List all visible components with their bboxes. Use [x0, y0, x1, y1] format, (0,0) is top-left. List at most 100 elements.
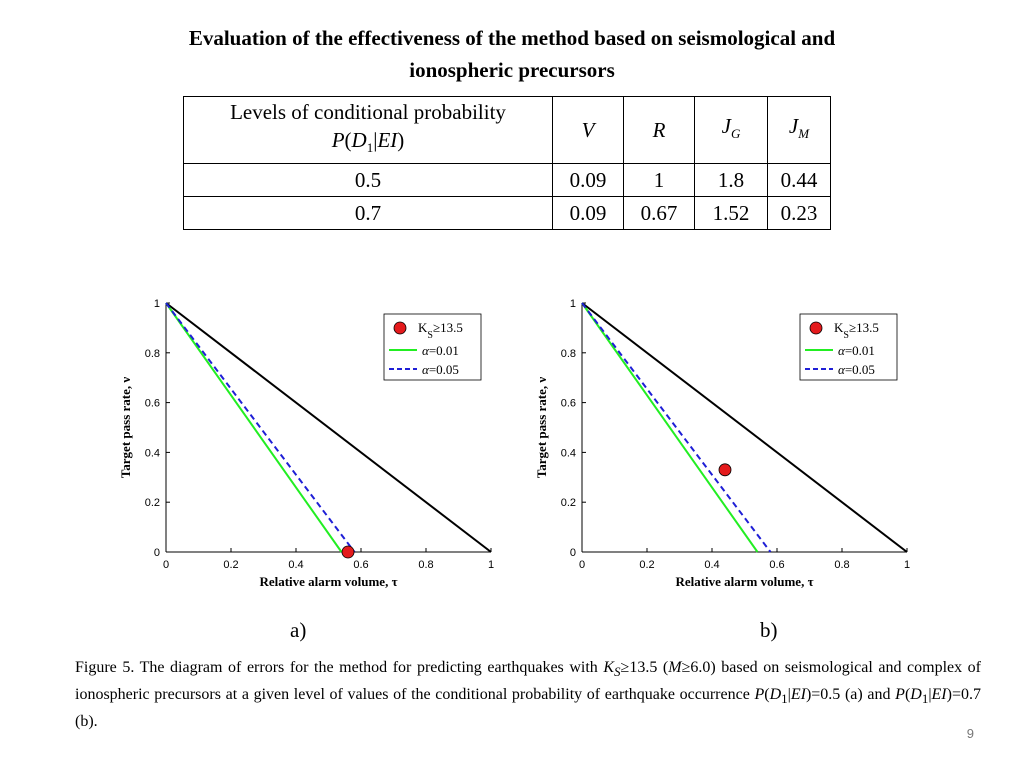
- x-axis-label: Relative alarm volume, τ: [259, 574, 397, 589]
- panel-label-a: a): [290, 618, 307, 642]
- caption-d2-sub: 1: [921, 691, 929, 707]
- header-levels: Levels of conditional probability P(D1|E…: [183, 96, 553, 164]
- diagonal-line: [165, 302, 492, 553]
- header-levels-line2: P(D1|EI): [331, 127, 405, 156]
- cell-jm: 0.23: [767, 196, 831, 230]
- caption-bar2: |: [928, 686, 932, 704]
- legend-marker-point: [393, 321, 407, 335]
- x-tick-label: 0: [579, 559, 585, 571]
- header-jm-sub: M: [798, 126, 810, 142]
- caption-ei1: EI: [790, 686, 806, 704]
- x-tick-label: 1: [904, 559, 910, 571]
- caption-paren1: (: [764, 686, 770, 704]
- series-line-1: [581, 302, 759, 553]
- diagonal-line: [581, 302, 908, 553]
- x-tick-label: 0: [163, 559, 169, 571]
- legend-label-point: KS≥13.5: [834, 320, 879, 341]
- caption-k-sub: S: [614, 664, 621, 680]
- legend-label-point: KS≥13.5: [418, 320, 463, 341]
- caption-d1: D: [769, 686, 782, 704]
- cell-level: 0.7: [183, 196, 553, 230]
- probability-table: Levels of conditional probability P(D1|E…: [183, 96, 831, 230]
- legend-label-1: α=0.01: [422, 343, 459, 358]
- x-tick-label: 0.4: [704, 559, 719, 571]
- header-v: V: [552, 96, 624, 164]
- cell-r: 0.67: [623, 196, 695, 230]
- slide-title: Evaluation of the effectiveness of the m…: [0, 22, 1024, 86]
- y-tick-label: 0.4: [145, 447, 160, 459]
- cell-v: 0.09: [552, 163, 624, 197]
- x-axis-label: Relative alarm volume, τ: [675, 574, 813, 589]
- caption-k: K: [603, 659, 615, 676]
- y-axis-label: Target pass rate, ν: [534, 377, 549, 479]
- header-jm: JM: [767, 96, 831, 164]
- cell-jg: 1.8: [694, 163, 768, 197]
- cell-jg: 1.52: [694, 196, 768, 230]
- figure-caption: Figure 5. The diagram of errors for the …: [75, 656, 981, 733]
- y-tick-label: 0.8: [561, 348, 576, 360]
- y-tick-label: 1: [154, 298, 160, 310]
- caption-bar1: |: [787, 686, 791, 704]
- caption-part1: Figure 5. The diagram of errors for the …: [75, 659, 604, 676]
- header-levels-line1: Levels of conditional probability: [230, 99, 506, 124]
- header-jg-main: J: [721, 113, 731, 138]
- y-tick-label: 0.2: [145, 497, 160, 509]
- table-row: 0.5 0.09 1 1.8 0.44: [183, 163, 831, 197]
- header-ei: EI: [377, 127, 398, 152]
- caption-part5: )=0.7 (b).: [75, 686, 981, 731]
- caption-paren2: (: [904, 686, 911, 704]
- header-jm-main: J: [788, 113, 799, 138]
- header-r: R: [623, 96, 695, 164]
- x-tick-label: 0.6: [353, 559, 368, 571]
- slide-title-line-2: ionospheric precursors: [409, 58, 615, 82]
- data-point: [341, 545, 355, 559]
- legend-label-2: α=0.05: [422, 362, 459, 377]
- chart-b: 0 0.2 0.4 0.6 0.8 1 0 0.2 0.4 0.6 0.8 1 Relative ala…: [534, 298, 910, 589]
- x-tick-label: 1: [488, 559, 494, 571]
- table-header-row: Levels of conditional probability P(D1|E…: [183, 96, 831, 164]
- y-axis-label: Target pass rate, ν: [118, 377, 133, 479]
- legend-marker-point: [809, 321, 823, 335]
- slide-title-line-1: Evaluation of the effectiveness of the m…: [188, 26, 836, 50]
- y-tick-label: 0.8: [145, 348, 160, 360]
- header-d-sub: 1: [366, 140, 374, 156]
- page-number: 9: [966, 726, 974, 741]
- x-tick-label: 0.6: [769, 559, 784, 571]
- y-tick-label: 0.6: [145, 398, 160, 410]
- caption-p2: P: [895, 686, 905, 704]
- y-tick-label: 0.2: [561, 497, 576, 509]
- x-tick-label: 0.2: [223, 559, 238, 571]
- caption-part2: ≥13.5 (: [620, 659, 669, 676]
- header-jg-sub: G: [730, 126, 741, 142]
- caption-p1: P: [754, 686, 765, 704]
- header-d: D: [351, 127, 367, 152]
- cell-r: 1: [623, 163, 695, 197]
- chart-a: 0 0.2 0.4 0.6 0.8 1 0 0.2 0.4 0.6 0.8 1 Relative ala…: [118, 298, 494, 589]
- x-tick-label: 0.4: [288, 559, 303, 571]
- cell-v: 0.09: [552, 196, 624, 230]
- legend-label-2: α=0.05: [838, 362, 875, 377]
- caption-part3: ≥6.0) based on seismological and complex…: [75, 659, 982, 704]
- x-tick-label: 0.8: [418, 559, 433, 571]
- x-tick-label: 0.8: [834, 559, 849, 571]
- series-line-2: [581, 302, 772, 553]
- x-tick-label: 0.2: [639, 559, 654, 571]
- caption-m: M: [668, 659, 682, 676]
- panel-label-b: b): [760, 618, 778, 642]
- table-row: 0.7 0.09 0.67 1.52 0.23: [183, 196, 831, 230]
- series-line-1: [165, 302, 343, 553]
- cell-level: 0.5: [183, 163, 553, 197]
- y-tick-label: 0: [570, 547, 576, 559]
- y-tick-label: 1: [570, 298, 576, 310]
- header-jg: JG: [694, 96, 768, 164]
- caption-part4: )=0.5 (a) and: [805, 686, 896, 704]
- legend-label-1: α=0.01: [838, 343, 875, 358]
- data-point: [718, 463, 732, 477]
- caption-d2: D: [910, 686, 922, 704]
- header-p: P: [331, 127, 345, 152]
- cell-jm: 0.44: [767, 163, 831, 197]
- y-tick-label: 0: [154, 547, 160, 559]
- caption-ei2: EI: [931, 686, 947, 704]
- y-tick-label: 0.4: [561, 447, 576, 459]
- series-line-2: [165, 302, 356, 553]
